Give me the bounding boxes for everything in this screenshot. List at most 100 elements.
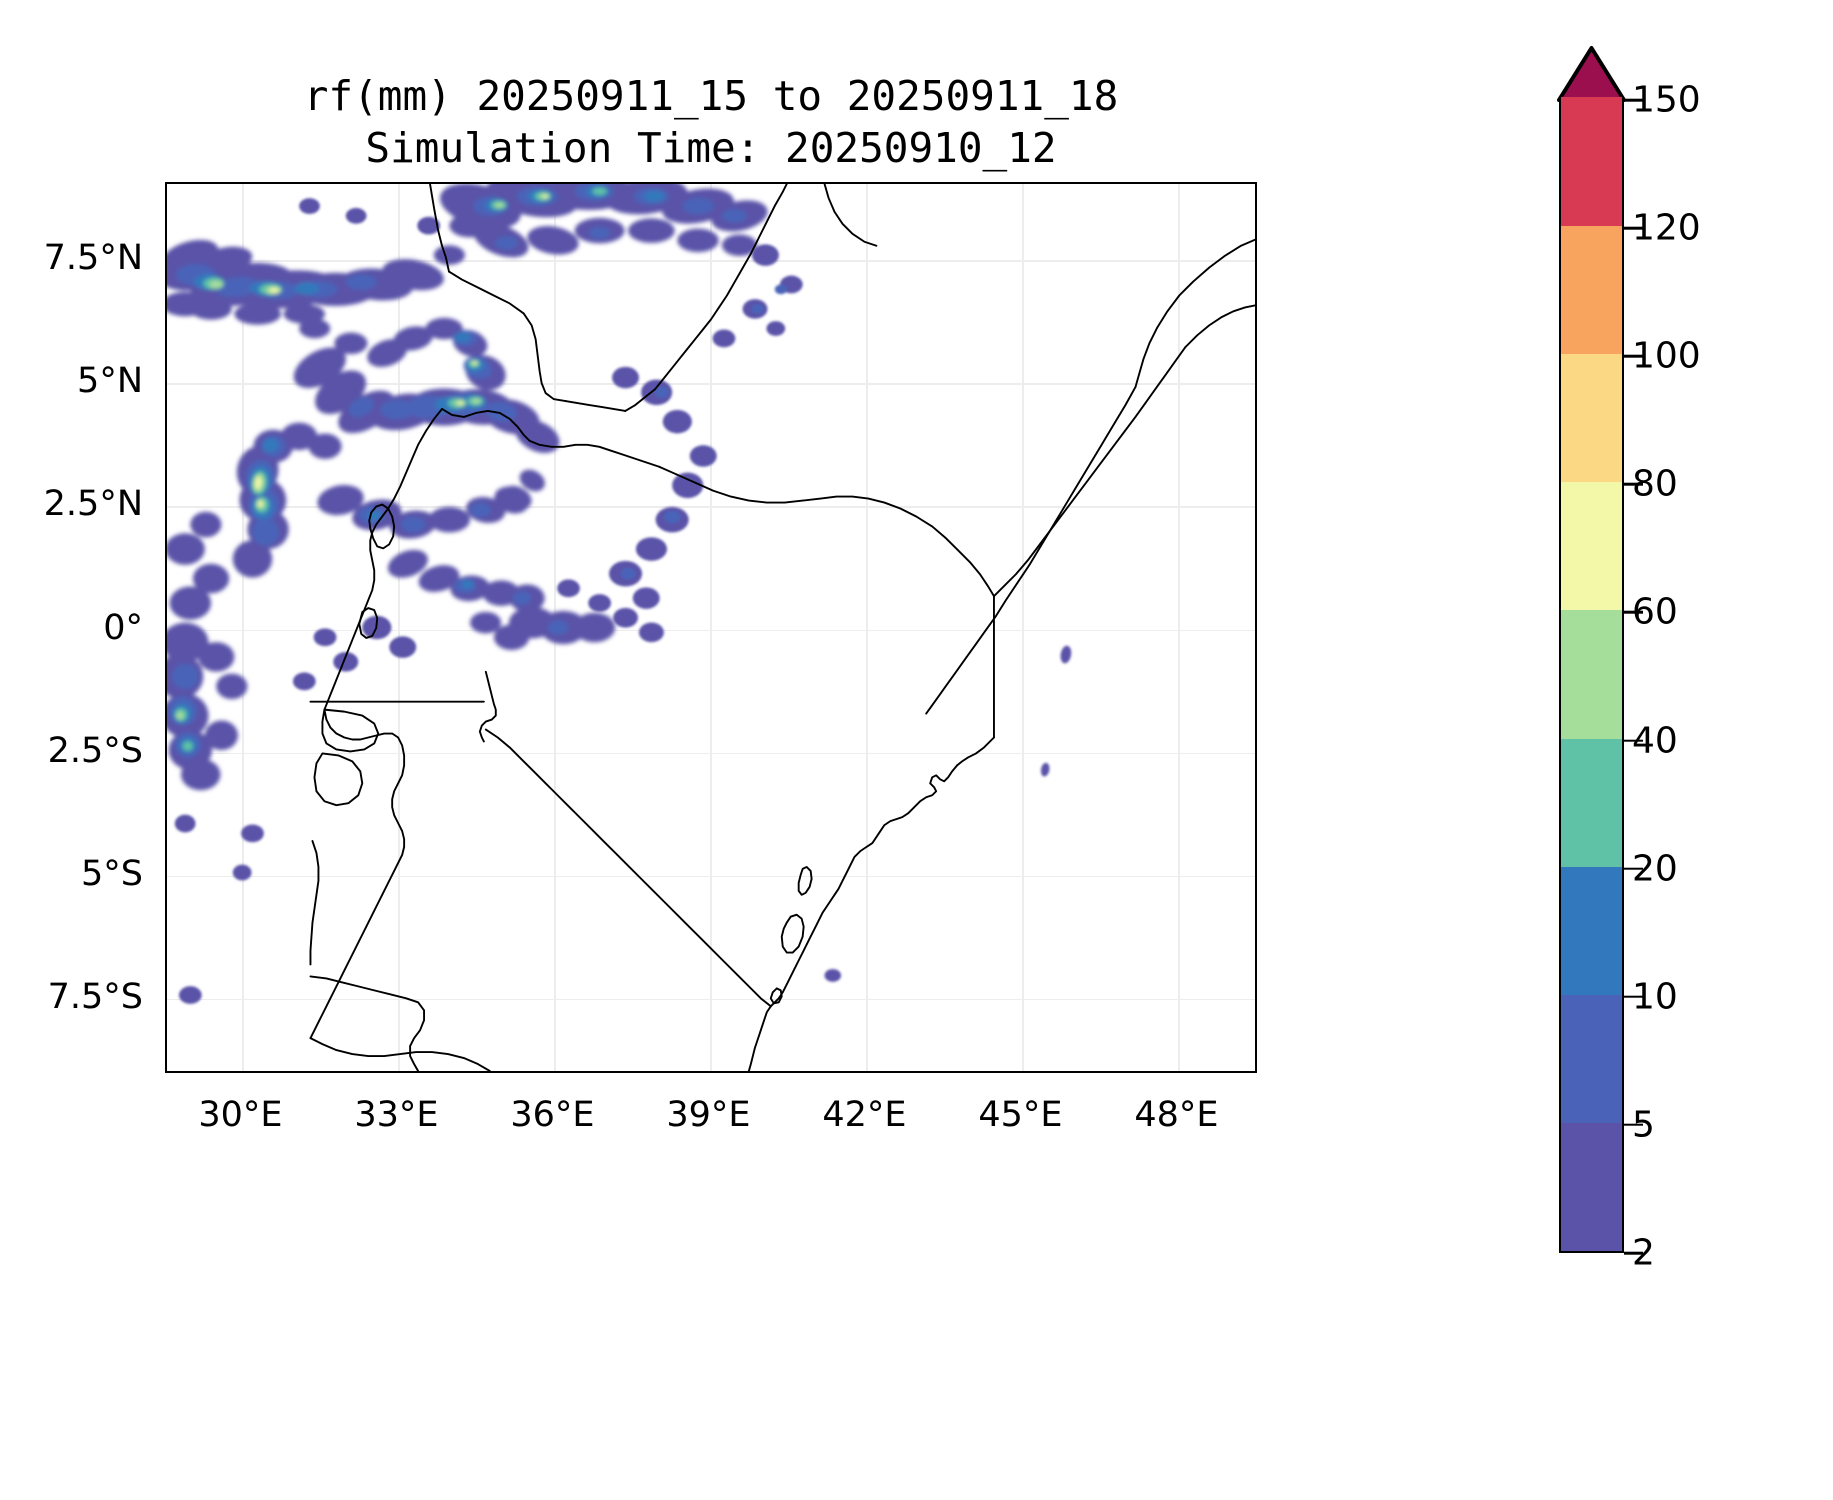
country-borders-layer xyxy=(167,184,1255,1071)
latitude-tick-4: 2.5°S xyxy=(47,730,143,771)
rainfall-cell xyxy=(493,624,530,650)
gridline-horizontal-4 xyxy=(167,752,1255,755)
rainfall-cell xyxy=(542,194,548,198)
colorbar-tick-5: 60 xyxy=(1632,591,1678,633)
colorbar-tick-8: 120 xyxy=(1632,207,1701,249)
rainfall-cell xyxy=(592,187,607,196)
rainfall-cell xyxy=(613,607,638,628)
latitude-tick-5: 5°S xyxy=(81,853,143,894)
rainfall-cell xyxy=(589,226,610,240)
rainfall-cell xyxy=(382,259,444,291)
colorbar-tick-3: 20 xyxy=(1632,848,1678,890)
rainfall-cell xyxy=(216,673,248,700)
rainfall-cell xyxy=(494,235,518,250)
rainfall-cell xyxy=(308,433,342,459)
rainfall-cell xyxy=(635,537,667,561)
rainfall-cell xyxy=(472,361,478,365)
title-line-1: rf(mm) 20250911_15 to 20250911_18 xyxy=(303,72,1119,120)
colorbar-tickmark-5 xyxy=(1624,611,1643,614)
rainfall-cell xyxy=(232,540,273,578)
rainfall-cell xyxy=(257,500,263,507)
rainfall-cell xyxy=(169,586,212,620)
colorbar-segment-8 xyxy=(1561,97,1622,227)
colorbar-tickmark-4 xyxy=(1624,739,1643,742)
gridline-vertical-0 xyxy=(242,184,244,1071)
rainfall-cell xyxy=(663,510,681,524)
rainfall-cell xyxy=(171,663,199,690)
rainfall-cell xyxy=(418,565,460,592)
rainfall-cell xyxy=(215,276,259,297)
gridline-horizontal-0 xyxy=(167,260,1255,262)
rainfall-cell xyxy=(190,511,222,538)
colorbar-segment-3 xyxy=(1561,737,1622,867)
rainfall-cell xyxy=(433,245,465,265)
rainfall-cell xyxy=(682,197,714,215)
rainfall-cell xyxy=(766,321,786,336)
longitude-tick-3: 39°E xyxy=(666,1095,751,1135)
figure-title: rf(mm) 20250911_15 to 20250911_18 Simula… xyxy=(165,70,1257,175)
title-line-2: Simulation Time: 20250910_12 xyxy=(365,124,1057,173)
rainfall-cell xyxy=(457,401,464,405)
rainfall-cell xyxy=(672,472,704,499)
rainfall-cell xyxy=(345,274,377,290)
colorbar-segment-4 xyxy=(1561,609,1622,739)
rainfall-cell xyxy=(234,303,281,325)
latitude-tick-0: 7.5°N xyxy=(43,238,143,279)
rainfall-cell xyxy=(425,317,463,340)
rainfall-cell xyxy=(232,864,252,881)
colorbar-segment-7 xyxy=(1561,225,1622,355)
colorbar-tickmark-3 xyxy=(1624,867,1643,870)
gridline-horizontal-5 xyxy=(167,875,1255,878)
colorbar-tickmark-1 xyxy=(1624,1123,1643,1127)
longitude-tick-4: 42°E xyxy=(822,1095,907,1135)
rainfall-cell xyxy=(167,622,209,662)
colorbar-tickmark-9 xyxy=(1624,98,1643,102)
rainfall-cell xyxy=(192,563,230,594)
rainfall-cell xyxy=(1040,762,1050,777)
rainfall-cell xyxy=(417,216,440,235)
rainfall-cell xyxy=(345,207,367,224)
rainfall-cell xyxy=(1060,645,1072,664)
colorbar-segment-5 xyxy=(1561,481,1622,611)
rainfall-cell xyxy=(824,969,842,982)
map-axes xyxy=(165,182,1257,1073)
rainfall-cell xyxy=(180,758,221,791)
latitude-tick-1: 5°N xyxy=(77,361,143,402)
rainfall-cell xyxy=(449,213,491,238)
rainfall-cell xyxy=(519,469,545,492)
rainfall-cell xyxy=(176,711,184,720)
colorbar-segment-1 xyxy=(1561,994,1622,1123)
colorbar-tickmark-0 xyxy=(1624,1251,1643,1255)
rainfall-cell xyxy=(461,580,474,589)
gridline-vertical-4 xyxy=(866,184,868,1071)
colorbar-tick-9: 150 xyxy=(1632,79,1701,121)
map-plot-area xyxy=(167,184,1255,1071)
colorbar-tick-1: 5 xyxy=(1632,1104,1655,1146)
rainfall-cell xyxy=(654,386,670,399)
rainfall-cell xyxy=(643,190,665,202)
rainfall-cell xyxy=(454,332,471,343)
rainfall-cell xyxy=(751,304,764,314)
rainfall-cell xyxy=(182,741,193,751)
gridline-horizontal-6 xyxy=(167,998,1255,1001)
colorbar-segment-2 xyxy=(1561,866,1622,995)
rainfall-cell xyxy=(174,814,196,833)
rainfall-cell xyxy=(721,208,747,223)
rainfall-cell xyxy=(348,397,375,417)
rainfall-cell xyxy=(204,720,238,751)
colorbar-tick-7: 100 xyxy=(1632,335,1701,377)
rainfall-cell xyxy=(471,398,481,404)
rainfall-cell xyxy=(501,485,532,510)
rainfall-cell xyxy=(612,366,639,389)
longitude-tick-5: 45°E xyxy=(978,1095,1063,1135)
rainfall-cell xyxy=(470,611,502,634)
colorbar xyxy=(1559,97,1624,1253)
rainfall-cell xyxy=(400,516,426,533)
gridline-vertical-1 xyxy=(398,184,400,1071)
rainfall-cell xyxy=(428,506,471,533)
rainfall-cell xyxy=(198,642,235,672)
rainfall-cell xyxy=(389,636,417,658)
rainfall-cell xyxy=(269,287,279,293)
colorbar-segment-6 xyxy=(1561,353,1622,483)
rainfall-cell xyxy=(588,594,611,612)
